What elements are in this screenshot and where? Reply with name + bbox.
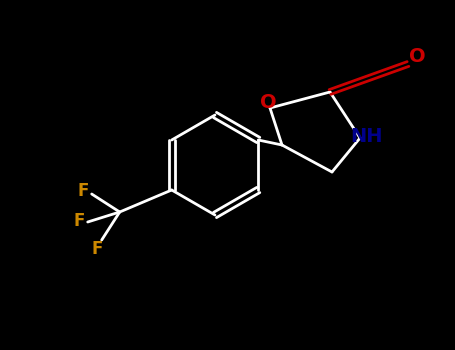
Text: F: F [91, 240, 102, 258]
Text: F: F [73, 212, 84, 230]
Text: NH: NH [351, 127, 383, 147]
Text: O: O [409, 48, 425, 66]
Text: F: F [77, 182, 88, 200]
Text: O: O [260, 92, 276, 112]
